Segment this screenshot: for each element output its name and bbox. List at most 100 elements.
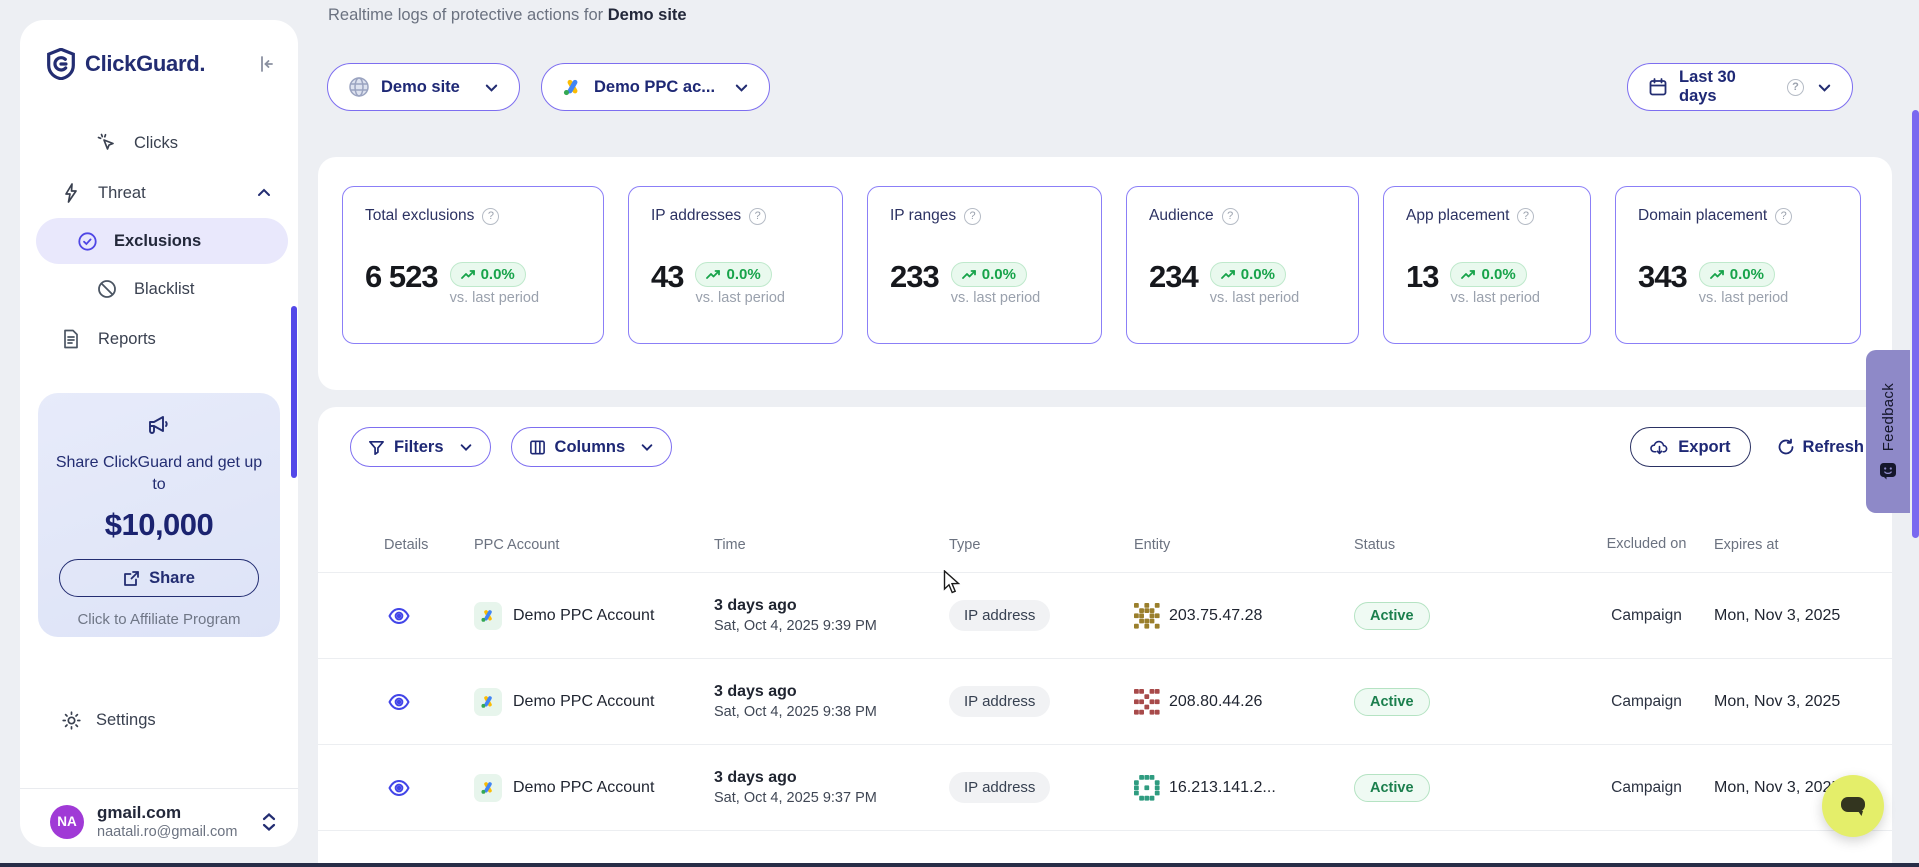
sidebar-item-clicks[interactable]: Clicks bbox=[20, 118, 298, 168]
entity-identicon bbox=[1134, 603, 1160, 629]
collapse-sidebar-icon[interactable] bbox=[256, 54, 276, 74]
ppc-account-name: Demo PPC Account bbox=[513, 693, 654, 711]
table-row: Demo PPC Account 3 days ago Sat, Oct 4, … bbox=[318, 659, 1892, 745]
ppc-account-selector[interactable]: Demo PPC ac... bbox=[541, 63, 770, 111]
column-header: Expires at bbox=[1714, 537, 1862, 553]
chevron-down-icon bbox=[459, 440, 473, 454]
stat-card: Audience ? 234 0.0% vs. last period bbox=[1126, 186, 1359, 344]
sidebar-item-exclusions[interactable]: Exclusions bbox=[36, 218, 288, 264]
document-icon bbox=[60, 329, 82, 349]
entity-identicon bbox=[1134, 775, 1160, 801]
help-icon[interactable]: ? bbox=[482, 208, 499, 225]
filters-button[interactable]: Filters bbox=[350, 427, 491, 467]
chevron-up-down-icon[interactable] bbox=[262, 813, 276, 831]
account-switcher[interactable]: NA gmail.com naatali.ro@gmail.com bbox=[20, 788, 298, 840]
table-header-row: DetailsPPC AccountTimeTypeEntityStatusEx… bbox=[318, 517, 1892, 573]
stat-change: 0.0% bbox=[982, 266, 1016, 283]
promo-amount: $10,000 bbox=[52, 507, 266, 543]
sidebar-item-label: Exclusions bbox=[114, 232, 201, 251]
stat-value: 13 bbox=[1406, 261, 1438, 306]
sidebar-item-label: Blacklist bbox=[134, 280, 195, 299]
account-name: gmail.com bbox=[97, 803, 262, 823]
details-button[interactable] bbox=[384, 780, 410, 796]
stat-value: 343 bbox=[1638, 261, 1687, 306]
stat-change: 0.0% bbox=[1241, 266, 1275, 283]
account-email: naatali.ro@gmail.com bbox=[97, 824, 262, 840]
column-header: Time bbox=[714, 537, 949, 553]
details-button[interactable] bbox=[384, 694, 410, 710]
chevron-down-icon bbox=[640, 440, 654, 454]
sidebar-item-settings[interactable]: Settings bbox=[20, 695, 298, 745]
chevron-up-icon[interactable] bbox=[256, 185, 272, 201]
help-icon[interactable]: ? bbox=[1775, 208, 1792, 225]
gear-icon bbox=[60, 710, 82, 731]
date-range-value: Last 30 days bbox=[1679, 68, 1776, 106]
site-selector[interactable]: Demo site bbox=[327, 63, 520, 111]
table-row: 3 days ago bbox=[318, 831, 1892, 867]
share-button-label: Share bbox=[149, 569, 195, 588]
clickguard-logo-icon bbox=[46, 48, 76, 80]
affiliate-promo-card[interactable]: Share ClickGuard and get up to $10,000 S… bbox=[38, 393, 280, 637]
stat-change: 0.0% bbox=[481, 266, 515, 283]
stat-compare-caption: vs. last period bbox=[1450, 290, 1539, 306]
help-icon[interactable]: ? bbox=[1222, 208, 1239, 225]
chevron-down-icon bbox=[484, 80, 499, 95]
columns-button[interactable]: Columns bbox=[511, 427, 673, 467]
trending-up-icon bbox=[706, 269, 721, 281]
chevron-down-icon bbox=[1817, 80, 1832, 95]
page-subtitle: Realtime logs of protective actions for … bbox=[328, 6, 687, 25]
stats-panel: Total exclusions ? 6 523 0.0% vs. last p… bbox=[318, 157, 1892, 390]
sidebar-item-label: Reports bbox=[98, 330, 156, 349]
entity-identicon bbox=[1134, 689, 1160, 715]
stat-card: Total exclusions ? 6 523 0.0% vs. last p… bbox=[342, 186, 604, 344]
table-controls: Filters Columns Export Refresh bbox=[318, 407, 1892, 467]
trend-badge: 0.0% bbox=[1450, 262, 1526, 287]
ppc-account-name: Demo PPC Account bbox=[513, 607, 654, 625]
trending-up-icon bbox=[1710, 269, 1725, 281]
feedback-tab[interactable]: Feedback bbox=[1866, 350, 1910, 513]
column-header: Details bbox=[384, 537, 474, 553]
google-ads-icon bbox=[474, 774, 502, 802]
eye-icon bbox=[388, 780, 410, 796]
chat-widget-button[interactable] bbox=[1822, 775, 1884, 837]
sidebar-item-label: Settings bbox=[96, 711, 156, 730]
cursor-click-icon bbox=[96, 133, 118, 153]
time-absolute: Sat, Oct 4, 2025 9:37 PM bbox=[714, 790, 949, 806]
stat-card: IP addresses ? 43 0.0% vs. last period bbox=[628, 186, 843, 344]
status-badge: Active bbox=[1354, 688, 1430, 716]
trending-up-icon bbox=[1221, 269, 1236, 281]
help-icon[interactable]: ? bbox=[1517, 208, 1534, 225]
stat-value: 43 bbox=[651, 261, 683, 306]
sidebar-scrollbar-thumb[interactable] bbox=[291, 306, 297, 478]
details-button[interactable] bbox=[384, 608, 410, 624]
share-button[interactable]: Share bbox=[59, 559, 259, 597]
page-scrollbar-thumb[interactable] bbox=[1912, 110, 1919, 538]
refresh-button-label: Refresh bbox=[1803, 438, 1864, 457]
filters-button-label: Filters bbox=[394, 438, 444, 457]
sidebar-item-blacklist[interactable]: Blacklist bbox=[20, 264, 298, 314]
export-button[interactable]: Export bbox=[1630, 427, 1750, 467]
window-bottom-edge bbox=[0, 863, 1919, 867]
excluded-on-value: Campaign bbox=[1579, 607, 1714, 625]
sidebar-item-reports[interactable]: Reports bbox=[20, 314, 298, 364]
google-ads-icon bbox=[474, 602, 502, 630]
column-header: Entity bbox=[1134, 537, 1354, 553]
stats-row: Total exclusions ? 6 523 0.0% vs. last p… bbox=[342, 186, 1868, 344]
stat-compare-caption: vs. last period bbox=[450, 290, 539, 306]
stat-compare-caption: vs. last period bbox=[951, 290, 1040, 306]
expires-at-value: Mon, Nov 3, 2025 bbox=[1714, 607, 1862, 625]
refresh-button[interactable]: Refresh bbox=[1777, 438, 1864, 457]
help-icon[interactable]: ? bbox=[964, 208, 981, 225]
trend-badge: 0.0% bbox=[450, 262, 526, 287]
stat-card: IP ranges ? 233 0.0% vs. last period bbox=[867, 186, 1102, 344]
stat-value: 234 bbox=[1149, 261, 1198, 306]
eye-icon bbox=[388, 608, 410, 624]
date-range-selector[interactable]: Last 30 days ? bbox=[1627, 63, 1853, 111]
funnel-icon bbox=[368, 439, 385, 456]
sidebar-item-threat[interactable]: Threat bbox=[20, 168, 298, 218]
entity-value: 203.75.47.28 bbox=[1169, 607, 1262, 625]
table-row: Demo PPC Account 3 days ago Sat, Oct 4, … bbox=[318, 573, 1892, 659]
expires-at-value: Mon, Nov 3, 2025 bbox=[1714, 693, 1862, 711]
help-icon[interactable]: ? bbox=[749, 208, 766, 225]
stat-label: IP addresses bbox=[651, 207, 741, 225]
